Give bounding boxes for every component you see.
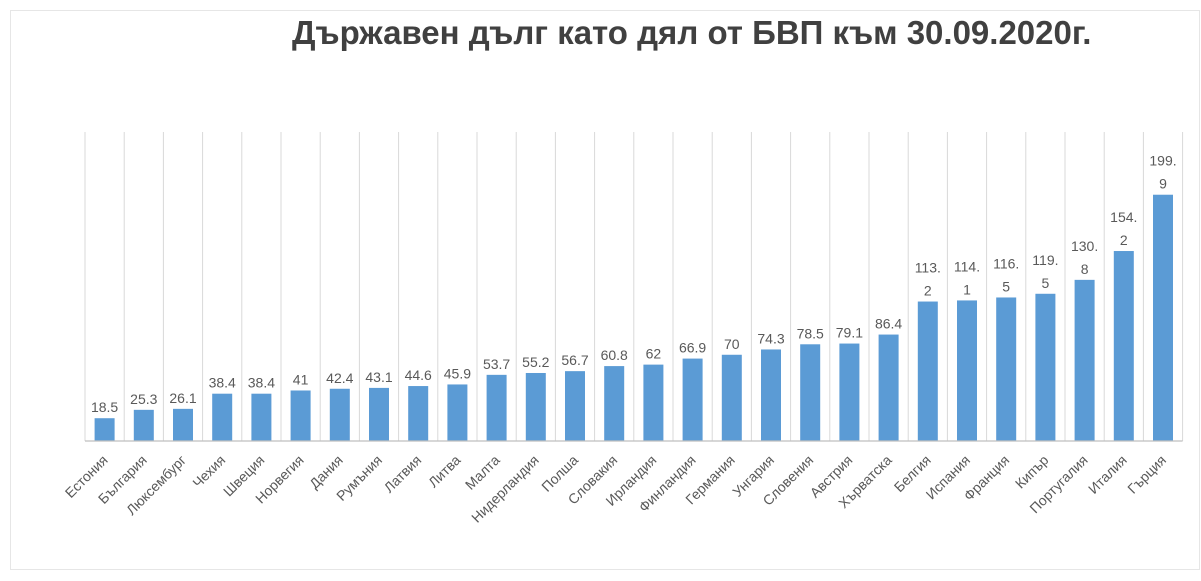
bar bbox=[94, 418, 115, 441]
bar bbox=[1074, 279, 1095, 441]
bar-value-label: 119. 5 bbox=[1032, 252, 1058, 291]
bar bbox=[525, 372, 546, 441]
bar-value-label: 78.5 bbox=[797, 325, 824, 341]
bar bbox=[996, 297, 1017, 441]
bar bbox=[839, 343, 860, 441]
bar bbox=[329, 388, 350, 441]
bar bbox=[251, 393, 272, 441]
bar-value-label: 43.1 bbox=[365, 369, 392, 385]
bar-value-label: 66.9 bbox=[679, 340, 706, 356]
bar bbox=[486, 374, 507, 441]
bar bbox=[682, 358, 703, 441]
bar-value-label: 60.8 bbox=[601, 347, 628, 363]
bar-value-label: 55.2 bbox=[522, 354, 549, 370]
bar bbox=[917, 301, 938, 441]
bar bbox=[721, 354, 742, 441]
bar-value-label: 44.6 bbox=[405, 367, 432, 383]
bar-value-label: 41 bbox=[293, 371, 309, 387]
bar bbox=[878, 334, 899, 441]
bar bbox=[604, 366, 625, 441]
bar-value-label: 79.1 bbox=[836, 325, 863, 341]
bar-value-label: 62 bbox=[646, 346, 662, 362]
bar bbox=[1035, 293, 1056, 441]
bar-value-label: 199. 9 bbox=[1149, 153, 1176, 192]
bar-value-label: 42.4 bbox=[326, 370, 353, 386]
bar bbox=[1113, 251, 1134, 441]
bar bbox=[290, 390, 311, 441]
category-label: Литва bbox=[425, 452, 464, 491]
bar bbox=[761, 349, 781, 441]
bar bbox=[447, 384, 468, 441]
chart-frame bbox=[10, 10, 1200, 570]
bar bbox=[565, 371, 585, 441]
bar bbox=[212, 393, 233, 441]
bar-value-label: 38.4 bbox=[209, 375, 236, 391]
bar-value-label: 53.7 bbox=[483, 356, 510, 372]
bar-value-label: 74.3 bbox=[757, 330, 784, 346]
bar-value-label: 114. 1 bbox=[954, 258, 980, 297]
chart-title: Държавен дълг като дял от БВП към 30.09.… bbox=[292, 14, 1092, 51]
bar-value-label: 56.7 bbox=[561, 352, 588, 368]
bar bbox=[369, 387, 389, 441]
bar-value-label: 45.9 bbox=[444, 365, 471, 381]
bar bbox=[1153, 194, 1173, 441]
category-label: Латвия bbox=[381, 452, 425, 496]
bar-value-label: 38.4 bbox=[248, 375, 275, 391]
bar-value-label: 116. 5 bbox=[993, 255, 1019, 294]
bar bbox=[408, 386, 429, 441]
bar-value-label: 25.3 bbox=[130, 391, 157, 407]
category-label: Италия bbox=[1085, 452, 1130, 497]
bar bbox=[173, 408, 193, 441]
bar bbox=[643, 364, 664, 441]
bar-value-label: 70 bbox=[724, 336, 740, 352]
category-label: Гърция bbox=[1124, 452, 1169, 497]
bar-value-label: 130. 8 bbox=[1071, 238, 1098, 277]
bar-value-label: 113. 2 bbox=[915, 260, 941, 299]
bar bbox=[133, 409, 154, 441]
bar bbox=[800, 344, 821, 441]
bar-value-label: 154. 2 bbox=[1110, 209, 1137, 248]
bar-value-label: 18.5 bbox=[91, 399, 118, 415]
bar bbox=[957, 300, 977, 441]
bar-value-label: 26.1 bbox=[169, 390, 196, 406]
bar-value-label: 86.4 bbox=[875, 316, 902, 332]
